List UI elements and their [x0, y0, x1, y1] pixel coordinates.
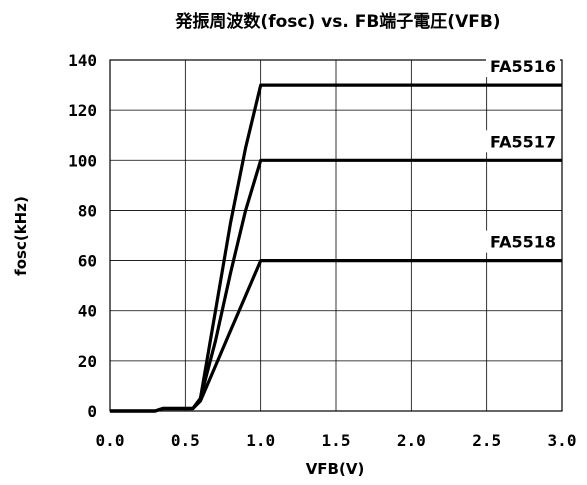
x-tick-label: 3.0 [548, 431, 577, 450]
series-label-fa5517: FA5517 [490, 132, 556, 151]
x-tick-label: 0.5 [171, 431, 200, 450]
x-tick-label: 2.0 [397, 431, 426, 450]
plot-frame [109, 59, 563, 412]
y-tick-label: 100 [68, 151, 97, 170]
series-label-background [486, 230, 560, 253]
x-tick-label: 0.0 [96, 431, 125, 450]
series-label-fa5516: FA5516 [490, 57, 556, 76]
y-axis: 0 20 40 60 80 100 120 140 [68, 51, 97, 421]
y-tick-label: 140 [68, 51, 97, 70]
y-tick-label: 60 [78, 252, 97, 271]
chart-title: 発振周波数(fosc) vs. FB端子電圧(VFB) [174, 11, 500, 32]
series-lines [110, 83, 562, 413]
x-axis: 0.0 0.5 1.0 1.5 2.0 2.5 3.0 [96, 431, 577, 450]
y-axis-label: fosc(kHz) [12, 196, 30, 276]
y-tick-label: 120 [68, 101, 97, 120]
x-tick-label: 1.0 [246, 431, 275, 450]
series-label-background [486, 130, 560, 153]
y-tick-label: 20 [78, 352, 97, 371]
y-tick-label: 80 [78, 201, 97, 220]
y-tick-label: 40 [78, 302, 97, 321]
x-tick-label: 1.5 [322, 431, 351, 450]
x-tick-label: 2.5 [472, 431, 501, 450]
x-axis-label: VFB(V) [306, 460, 365, 478]
series-line-fa5518 [110, 259, 562, 413]
series-label-fa5518: FA5518 [490, 233, 556, 252]
y-tick-label: 0 [87, 402, 97, 421]
series-labels: FA5516 FA5517 FA5518 [486, 55, 560, 253]
series-label-background [486, 55, 560, 78]
